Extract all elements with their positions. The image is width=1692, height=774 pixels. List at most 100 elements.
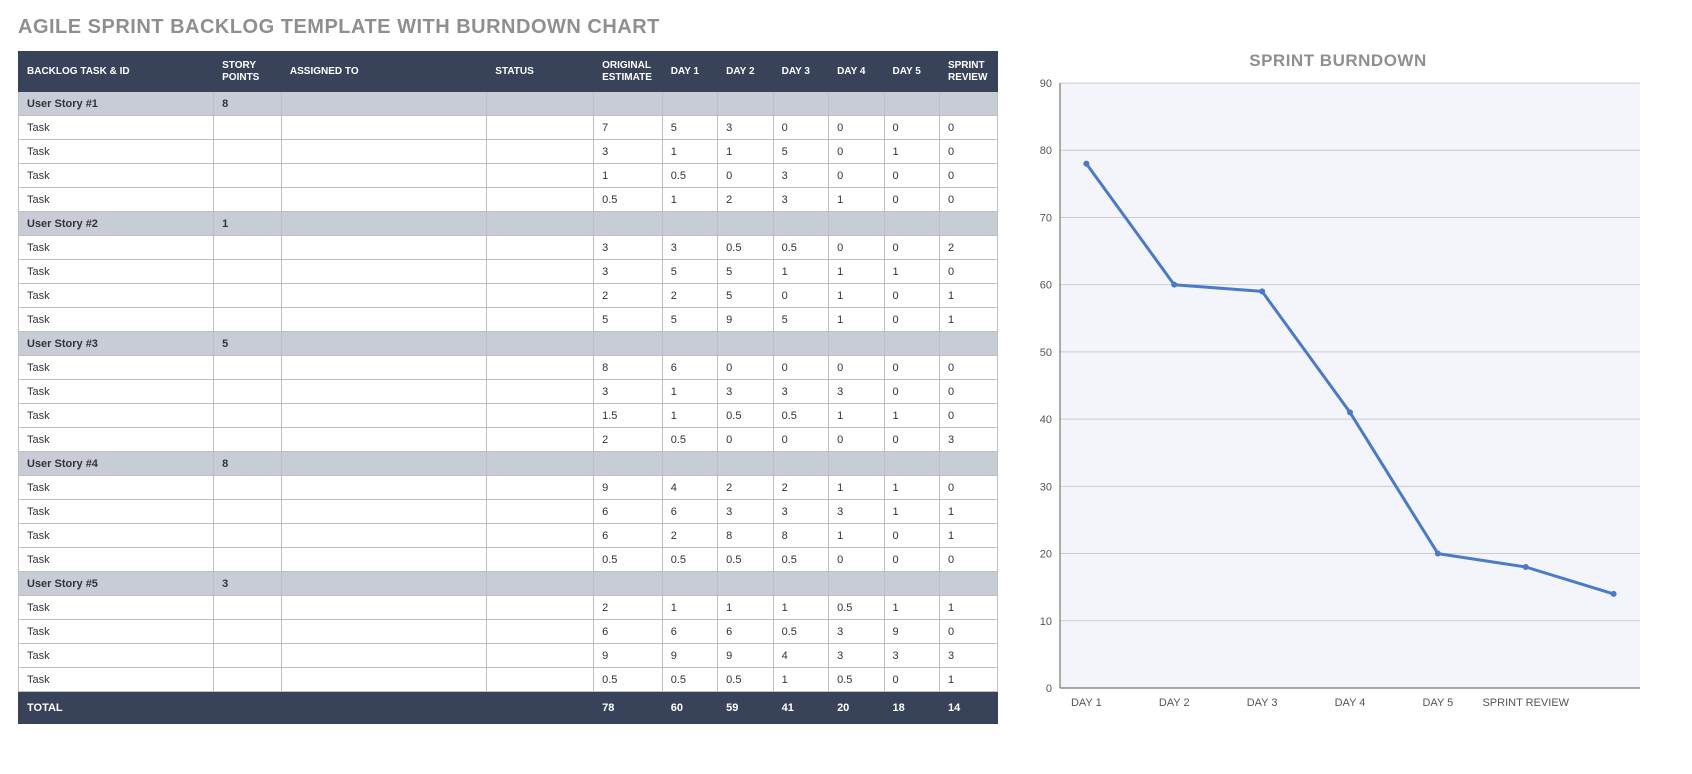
- task-status[interactable]: [487, 548, 594, 572]
- story-empty[interactable]: [884, 92, 939, 116]
- story-empty[interactable]: [939, 452, 997, 476]
- task-day5[interactable]: 0: [884, 164, 939, 188]
- task-name[interactable]: Task: [19, 164, 214, 188]
- story-empty[interactable]: [281, 452, 486, 476]
- task-review[interactable]: 0: [939, 356, 997, 380]
- total-day4[interactable]: 20: [829, 692, 884, 724]
- story-empty[interactable]: [939, 212, 997, 236]
- task-day3[interactable]: 3: [773, 164, 828, 188]
- task-day3[interactable]: 1: [773, 260, 828, 284]
- task-name[interactable]: Task: [19, 284, 214, 308]
- task-status[interactable]: [487, 188, 594, 212]
- task-estimate[interactable]: 1.5: [594, 404, 663, 428]
- task-day1[interactable]: 6: [662, 500, 717, 524]
- story-empty[interactable]: [594, 92, 663, 116]
- task-status[interactable]: [487, 428, 594, 452]
- task-points[interactable]: [214, 548, 282, 572]
- task-day5[interactable]: 1: [884, 596, 939, 620]
- task-review[interactable]: 0: [939, 164, 997, 188]
- task-day5[interactable]: 1: [884, 260, 939, 284]
- story-empty[interactable]: [829, 92, 884, 116]
- story-empty[interactable]: [829, 572, 884, 596]
- story-empty[interactable]: [281, 212, 486, 236]
- task-review[interactable]: 1: [939, 500, 997, 524]
- story-points[interactable]: 1: [214, 212, 282, 236]
- task-assigned[interactable]: [281, 236, 486, 260]
- story-empty[interactable]: [718, 572, 773, 596]
- story-empty[interactable]: [662, 212, 717, 236]
- task-day2[interactable]: 2: [718, 476, 773, 500]
- task-day4[interactable]: 0: [829, 164, 884, 188]
- task-day4[interactable]: 1: [829, 308, 884, 332]
- task-status[interactable]: [487, 308, 594, 332]
- task-estimate[interactable]: 3: [594, 260, 663, 284]
- task-points[interactable]: [214, 164, 282, 188]
- task-day4[interactable]: 3: [829, 500, 884, 524]
- task-assigned[interactable]: [281, 548, 486, 572]
- task-status[interactable]: [487, 356, 594, 380]
- task-day4[interactable]: 3: [829, 380, 884, 404]
- task-name[interactable]: Task: [19, 116, 214, 140]
- story-empty[interactable]: [662, 572, 717, 596]
- task-day1[interactable]: 0.5: [662, 164, 717, 188]
- task-day3[interactable]: 0: [773, 356, 828, 380]
- task-day3[interactable]: 0: [773, 428, 828, 452]
- task-day5[interactable]: 0: [884, 188, 939, 212]
- task-estimate[interactable]: 0.5: [594, 668, 663, 692]
- task-day4[interactable]: 3: [829, 620, 884, 644]
- story-empty[interactable]: [773, 332, 828, 356]
- task-day4[interactable]: 0: [829, 140, 884, 164]
- task-points[interactable]: [214, 116, 282, 140]
- task-day5[interactable]: 0: [884, 284, 939, 308]
- task-day2[interactable]: 3: [718, 116, 773, 140]
- story-empty[interactable]: [662, 452, 717, 476]
- task-review[interactable]: 3: [939, 428, 997, 452]
- task-assigned[interactable]: [281, 404, 486, 428]
- task-status[interactable]: [487, 164, 594, 188]
- story-points[interactable]: 5: [214, 332, 282, 356]
- total-day5[interactable]: 18: [884, 692, 939, 724]
- story-empty[interactable]: [594, 332, 663, 356]
- task-day2[interactable]: 0: [718, 356, 773, 380]
- task-day1[interactable]: 0.5: [662, 548, 717, 572]
- task-day2[interactable]: 1: [718, 140, 773, 164]
- task-day1[interactable]: 1: [662, 140, 717, 164]
- task-day4[interactable]: 1: [829, 260, 884, 284]
- story-empty[interactable]: [487, 452, 594, 476]
- task-assigned[interactable]: [281, 140, 486, 164]
- task-estimate[interactable]: 3: [594, 236, 663, 260]
- task-assigned[interactable]: [281, 380, 486, 404]
- task-day5[interactable]: 1: [884, 140, 939, 164]
- task-name[interactable]: Task: [19, 668, 214, 692]
- task-day1[interactable]: 5: [662, 116, 717, 140]
- task-status[interactable]: [487, 236, 594, 260]
- task-assigned[interactable]: [281, 308, 486, 332]
- story-empty[interactable]: [594, 212, 663, 236]
- story-empty[interactable]: [939, 92, 997, 116]
- task-day3[interactable]: 1: [773, 668, 828, 692]
- task-status[interactable]: [487, 524, 594, 548]
- task-estimate[interactable]: 8: [594, 356, 663, 380]
- task-estimate[interactable]: 7: [594, 116, 663, 140]
- task-points[interactable]: [214, 524, 282, 548]
- task-day2[interactable]: 9: [718, 308, 773, 332]
- task-day5[interactable]: 0: [884, 308, 939, 332]
- task-name[interactable]: Task: [19, 500, 214, 524]
- task-status[interactable]: [487, 596, 594, 620]
- task-day4[interactable]: 0: [829, 548, 884, 572]
- task-review[interactable]: 0: [939, 380, 997, 404]
- task-estimate[interactable]: 0.5: [594, 548, 663, 572]
- task-points[interactable]: [214, 188, 282, 212]
- task-day1[interactable]: 3: [662, 236, 717, 260]
- task-day4[interactable]: 0: [829, 236, 884, 260]
- task-estimate[interactable]: 6: [594, 524, 663, 548]
- task-day5[interactable]: 0: [884, 356, 939, 380]
- task-day2[interactable]: 0.5: [718, 236, 773, 260]
- task-day3[interactable]: 1: [773, 596, 828, 620]
- task-status[interactable]: [487, 404, 594, 428]
- task-day1[interactable]: 6: [662, 620, 717, 644]
- story-empty[interactable]: [939, 332, 997, 356]
- task-day4[interactable]: 1: [829, 284, 884, 308]
- task-day1[interactable]: 5: [662, 308, 717, 332]
- task-day3[interactable]: 0.5: [773, 548, 828, 572]
